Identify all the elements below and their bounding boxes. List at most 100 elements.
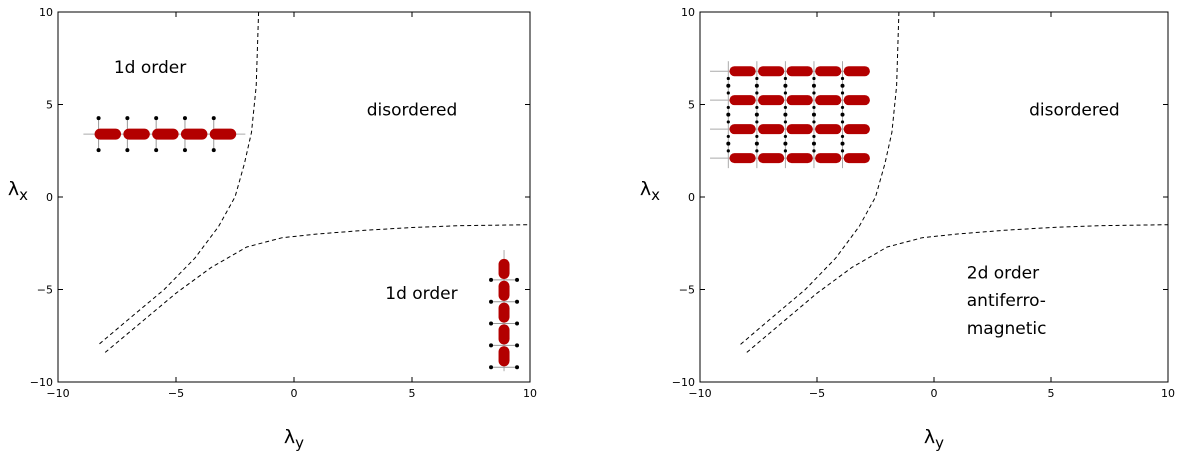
dimer-bond <box>843 153 870 164</box>
x-tick-label: 5 <box>409 387 416 400</box>
lattice-site-dot <box>182 116 187 121</box>
lattice-site-dot <box>783 112 788 117</box>
x-tick-label: 0 <box>291 387 298 400</box>
region-label: 1d order <box>114 58 186 78</box>
lattice-site-dot <box>515 365 520 370</box>
lattice-site-dot <box>726 105 730 110</box>
dimer-bond <box>843 124 870 135</box>
dimer-bond <box>729 95 756 106</box>
lattice-site-dot <box>182 148 187 153</box>
lattice-site-dot <box>840 91 845 95</box>
lattice-site-dot <box>125 116 130 121</box>
phase-boundary-line-2 <box>104 224 531 353</box>
y-axis-label-subscript: x <box>19 186 28 204</box>
dimer-bond <box>498 258 510 280</box>
dimer-bond <box>815 95 842 106</box>
lattice-site-dot <box>840 105 845 110</box>
lattice-site-dot <box>489 299 494 304</box>
dimer-bond <box>786 66 813 77</box>
lattice-site-dot <box>783 149 788 153</box>
lattice-site-dot <box>812 149 816 153</box>
phase-boundary-line-2 <box>746 224 1169 353</box>
y-tick-label: −10 <box>30 376 53 389</box>
x-tick-label: 10 <box>1161 387 1175 400</box>
phase-boundary-line-1 <box>97 11 260 346</box>
lattice-site-dot <box>840 120 845 124</box>
lattice-site-dot <box>755 134 759 139</box>
lattice-site-dot <box>515 321 520 326</box>
dimer-bond <box>498 346 510 367</box>
y-tick-label: −10 <box>672 376 695 389</box>
y-tick-label: 5 <box>688 99 695 112</box>
y-tick-label: 0 <box>46 191 53 204</box>
lattice-site-dot <box>515 299 520 304</box>
lattice-site-dot <box>783 141 788 146</box>
dimer-bond <box>758 66 785 77</box>
x-tick-label: −10 <box>688 387 711 400</box>
y-axis-label-subscript: x <box>651 186 660 204</box>
lattice-site-dot <box>754 112 759 117</box>
lattice-site-dot <box>783 76 788 81</box>
dimer-bond <box>843 95 870 106</box>
dimer-bond <box>498 324 510 345</box>
y-tick-label: 10 <box>681 6 695 19</box>
lattice-site-dot <box>840 141 845 146</box>
dimer-bond <box>786 124 813 135</box>
lattice-site-dot <box>755 149 759 153</box>
lattice-site-dot <box>726 112 731 117</box>
region-label: disordered <box>367 101 458 121</box>
lattice-site-dot <box>125 148 130 153</box>
lattice-site-dot <box>811 141 816 146</box>
dimer-bond <box>498 280 510 301</box>
lattice-site-dot <box>515 277 520 282</box>
dimer-bond <box>758 153 785 164</box>
dimer-bond <box>786 153 813 164</box>
dimer-bond <box>729 153 756 164</box>
x-axis-label-subscript: y <box>295 434 304 452</box>
lattice-site-dot <box>726 134 730 139</box>
x-tick-label: 10 <box>523 387 537 400</box>
lattice-site-dot <box>812 105 816 110</box>
lattice-site-dot <box>811 112 816 117</box>
x-axis-label-symbol: λ <box>284 426 295 448</box>
dimer-bond <box>758 95 785 106</box>
y-tick-label: −5 <box>37 284 53 297</box>
lattice-site-dot <box>783 134 788 139</box>
dimer-bond <box>815 124 842 135</box>
lattice-site-dot <box>783 120 788 124</box>
lattice-site-dot <box>726 149 730 153</box>
region-label: antiferro- <box>967 291 1046 311</box>
lattice-site-dot <box>755 120 759 124</box>
dimer-bond <box>180 128 208 140</box>
lattice-site-dot <box>489 321 494 326</box>
lattice-site-dot <box>840 76 845 81</box>
x-axis-label: λy <box>284 426 304 452</box>
x-tick-label: −5 <box>168 387 184 400</box>
lattice-site-dot <box>812 120 816 124</box>
x-tick-label: 0 <box>931 387 938 400</box>
x-axis-label: λy <box>924 426 944 452</box>
lattice-site-dot <box>755 105 759 110</box>
lattice-site-dot <box>754 141 759 146</box>
x-axis-label-subscript: y <box>935 434 944 452</box>
lattice-site-dot <box>755 76 759 81</box>
region-label: magnetic <box>967 319 1047 339</box>
lattice-site-dot <box>726 120 730 124</box>
dimer-bond <box>815 66 842 77</box>
lattice-site-dot <box>840 83 845 88</box>
lattice-site-dot <box>726 76 730 81</box>
lattice-site-dot <box>726 141 731 146</box>
lattice-site-dot <box>726 91 730 95</box>
lattice-site-dot <box>840 149 845 153</box>
lattice-site-dot <box>754 83 759 88</box>
lattice-site-dot <box>812 91 816 95</box>
dimer-bond <box>152 128 179 140</box>
lattice-site-dot <box>811 83 816 88</box>
y-tick-label: 10 <box>39 6 53 19</box>
y-tick-label: 5 <box>46 99 53 112</box>
dimer-bond <box>758 124 785 135</box>
lattice-site-dot <box>211 116 216 121</box>
x-tick-label: 5 <box>1048 387 1055 400</box>
region-label: 2d order <box>967 263 1039 283</box>
